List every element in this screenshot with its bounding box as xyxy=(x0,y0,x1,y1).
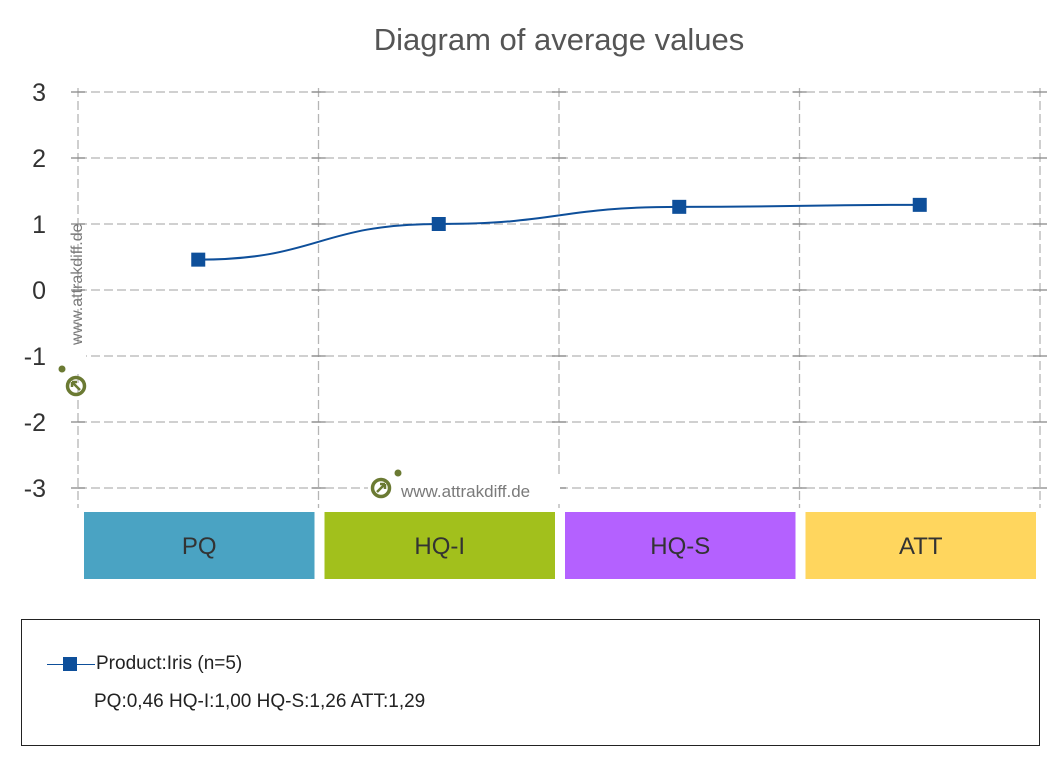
watermark-bg xyxy=(64,346,86,372)
y-tick-label: 0 xyxy=(32,277,46,305)
y-axis-ticks: 3 2 1 0 -1 -2 -3 xyxy=(24,79,46,503)
category-boxes: PQ HQ-I HQ-S ATT xyxy=(84,512,1036,579)
watermark-logo-icon xyxy=(370,477,392,499)
legend-entry[interactable]: Product:Iris (n=5) xyxy=(47,653,242,675)
category-box-hq-s: HQ-S xyxy=(565,512,796,579)
y-tick-label: 3 xyxy=(32,79,46,107)
x-tick-label: PQ xyxy=(182,533,217,560)
series-layer xyxy=(191,197,927,267)
watermark-arrow-icon xyxy=(376,482,387,493)
watermark-text-horizontal: www.attrakdiff.de xyxy=(400,482,530,501)
x-tick-label: ATT xyxy=(899,533,943,560)
watermark-logo-icon xyxy=(65,375,87,397)
watermark-arrow-icon xyxy=(70,380,81,391)
y-tick-label: -1 xyxy=(24,343,46,371)
watermark-dot-icon xyxy=(394,469,402,477)
legend-summary: PQ:0,46 HQ-I:1,00 HQ-S:1,26 ATT:1,29 xyxy=(94,691,426,712)
category-box-fill xyxy=(324,512,555,579)
legend-series-label: Product:Iris (n=5) xyxy=(96,653,243,674)
x-tick-label: HQ-S xyxy=(650,533,710,560)
watermark-dot-icon xyxy=(58,365,66,373)
category-box-pq: PQ xyxy=(84,512,315,579)
series-line xyxy=(198,203,920,261)
category-box-hq-i: HQ-I xyxy=(324,512,555,579)
y-tick-label: -3 xyxy=(24,475,46,503)
watermarks: www.attrakdiff.de www.attrakdiff.de xyxy=(58,223,560,501)
chart-title: Diagram of average values xyxy=(374,22,744,57)
legend: Product:Iris (n=5) PQ:0,46 HQ-I:1,00 HQ-… xyxy=(21,619,1040,746)
x-tick-label: HQ-I xyxy=(414,533,465,560)
y-tick-label: 2 xyxy=(32,145,46,173)
category-box-att: ATT xyxy=(805,512,1036,579)
data-point xyxy=(672,199,687,214)
legend-marker-icon xyxy=(47,656,95,672)
data-point xyxy=(191,252,206,267)
category-box-fill xyxy=(805,512,1036,579)
watermark-text-vertical: www.attrakdiff.de xyxy=(69,223,86,346)
chart: Diagram of average values 3 2 1 0 -1 -2 -3 PQ H… xyxy=(24,22,1047,579)
y-tick-label: -2 xyxy=(24,409,46,437)
data-point xyxy=(912,197,927,212)
watermark-bg xyxy=(368,474,560,500)
y-tick-label: 1 xyxy=(32,211,46,239)
category-box-fill xyxy=(84,512,315,579)
data-point xyxy=(431,217,446,231)
grid-lines xyxy=(71,88,1047,508)
category-box-fill xyxy=(565,512,796,579)
